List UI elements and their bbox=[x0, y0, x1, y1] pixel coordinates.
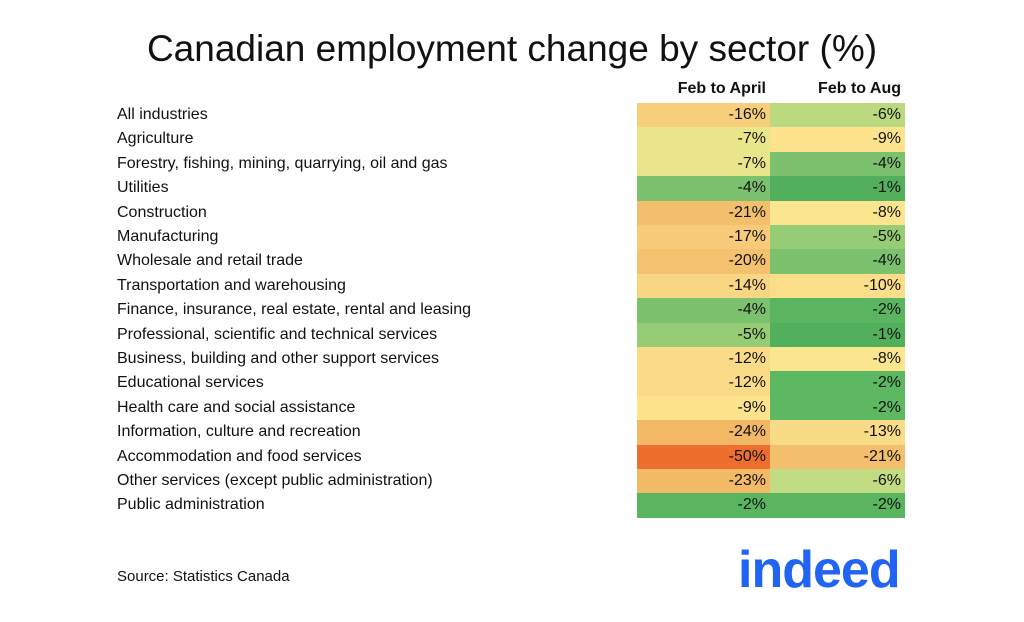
cell-feb-aug: -13% bbox=[770, 420, 905, 445]
cell-feb-april: -21% bbox=[637, 200, 770, 225]
cell-feb-april: -50% bbox=[637, 444, 770, 469]
cell-feb-aug: -1% bbox=[770, 322, 905, 347]
cell-feb-aug: -8% bbox=[770, 200, 905, 225]
cell-feb-april: -23% bbox=[637, 469, 770, 494]
row-label: Wholesale and retail trade bbox=[117, 252, 303, 270]
chart-title: Canadian employment change by sector (%) bbox=[146, 28, 878, 69]
cell-feb-april: -7% bbox=[637, 127, 770, 152]
column-header-feb-april: Feb to April bbox=[677, 80, 766, 97]
cell-feb-aug: -21% bbox=[770, 444, 905, 469]
cell-feb-april: -17% bbox=[637, 225, 770, 250]
source-note: Source: Statistics Canada bbox=[117, 568, 290, 585]
cell-feb-aug: -1% bbox=[770, 176, 905, 201]
row-label: All industries bbox=[117, 106, 208, 123]
cell-feb-april: -4% bbox=[637, 176, 770, 201]
cell-feb-aug: -9% bbox=[770, 127, 905, 152]
row-label: Public administration bbox=[117, 496, 265, 514]
cell-feb-aug: -5% bbox=[770, 225, 905, 250]
cell-feb-april: -14% bbox=[637, 273, 770, 299]
indeed-logo: indeed bbox=[738, 540, 901, 600]
row-label: Educational services bbox=[117, 374, 264, 392]
row-label: Information, culture and recreation bbox=[117, 423, 361, 441]
cell-feb-april: -16% bbox=[637, 103, 770, 128]
cell-feb-april: -7% bbox=[637, 151, 770, 177]
cell-feb-aug: -2% bbox=[770, 371, 905, 396]
cell-feb-aug: -6% bbox=[770, 103, 905, 128]
row-label: Utilities bbox=[117, 179, 169, 197]
row-label: Construction bbox=[117, 203, 207, 221]
cell-feb-april: -12% bbox=[637, 347, 770, 372]
cell-feb-april: -4% bbox=[637, 298, 770, 323]
row-label: Health care and social assistance bbox=[117, 398, 356, 416]
cell-feb-aug: -2% bbox=[770, 493, 905, 518]
row-label: Forestry, fishing, mining, quarrying, oi… bbox=[117, 154, 448, 172]
cell-feb-aug: -8% bbox=[770, 347, 905, 372]
cell-feb-april: -5% bbox=[637, 322, 770, 347]
cell-feb-aug: -2% bbox=[770, 395, 905, 421]
cell-feb-aug: -4% bbox=[770, 151, 905, 177]
cell-feb-aug: -4% bbox=[770, 249, 905, 274]
cell-feb-april: -20% bbox=[637, 249, 770, 274]
cell-feb-april: -2% bbox=[637, 493, 770, 518]
row-label: Professional, scientific and technical s… bbox=[117, 325, 438, 343]
cell-feb-aug: -10% bbox=[770, 273, 905, 299]
row-label: Manufacturing bbox=[117, 228, 219, 245]
row-label: Agriculture bbox=[117, 130, 194, 148]
cell-feb-aug: -6% bbox=[770, 469, 905, 494]
cell-feb-aug: -2% bbox=[770, 298, 905, 323]
indeed-logo-text: indeed bbox=[738, 541, 901, 599]
cell-feb-april: -9% bbox=[637, 395, 770, 421]
row-label: Transportation and warehousing bbox=[117, 276, 346, 294]
row-label: Finance, insurance, real estate, rental … bbox=[117, 301, 471, 319]
row-label: Accommodation and food services bbox=[117, 447, 362, 465]
column-header-feb-aug: Feb to Aug bbox=[818, 80, 901, 97]
cell-feb-april: -24% bbox=[637, 420, 770, 445]
row-label: Business, building and other support ser… bbox=[117, 350, 439, 367]
row-label: Other services (except public administra… bbox=[117, 472, 433, 489]
cell-feb-april: -12% bbox=[637, 371, 770, 396]
